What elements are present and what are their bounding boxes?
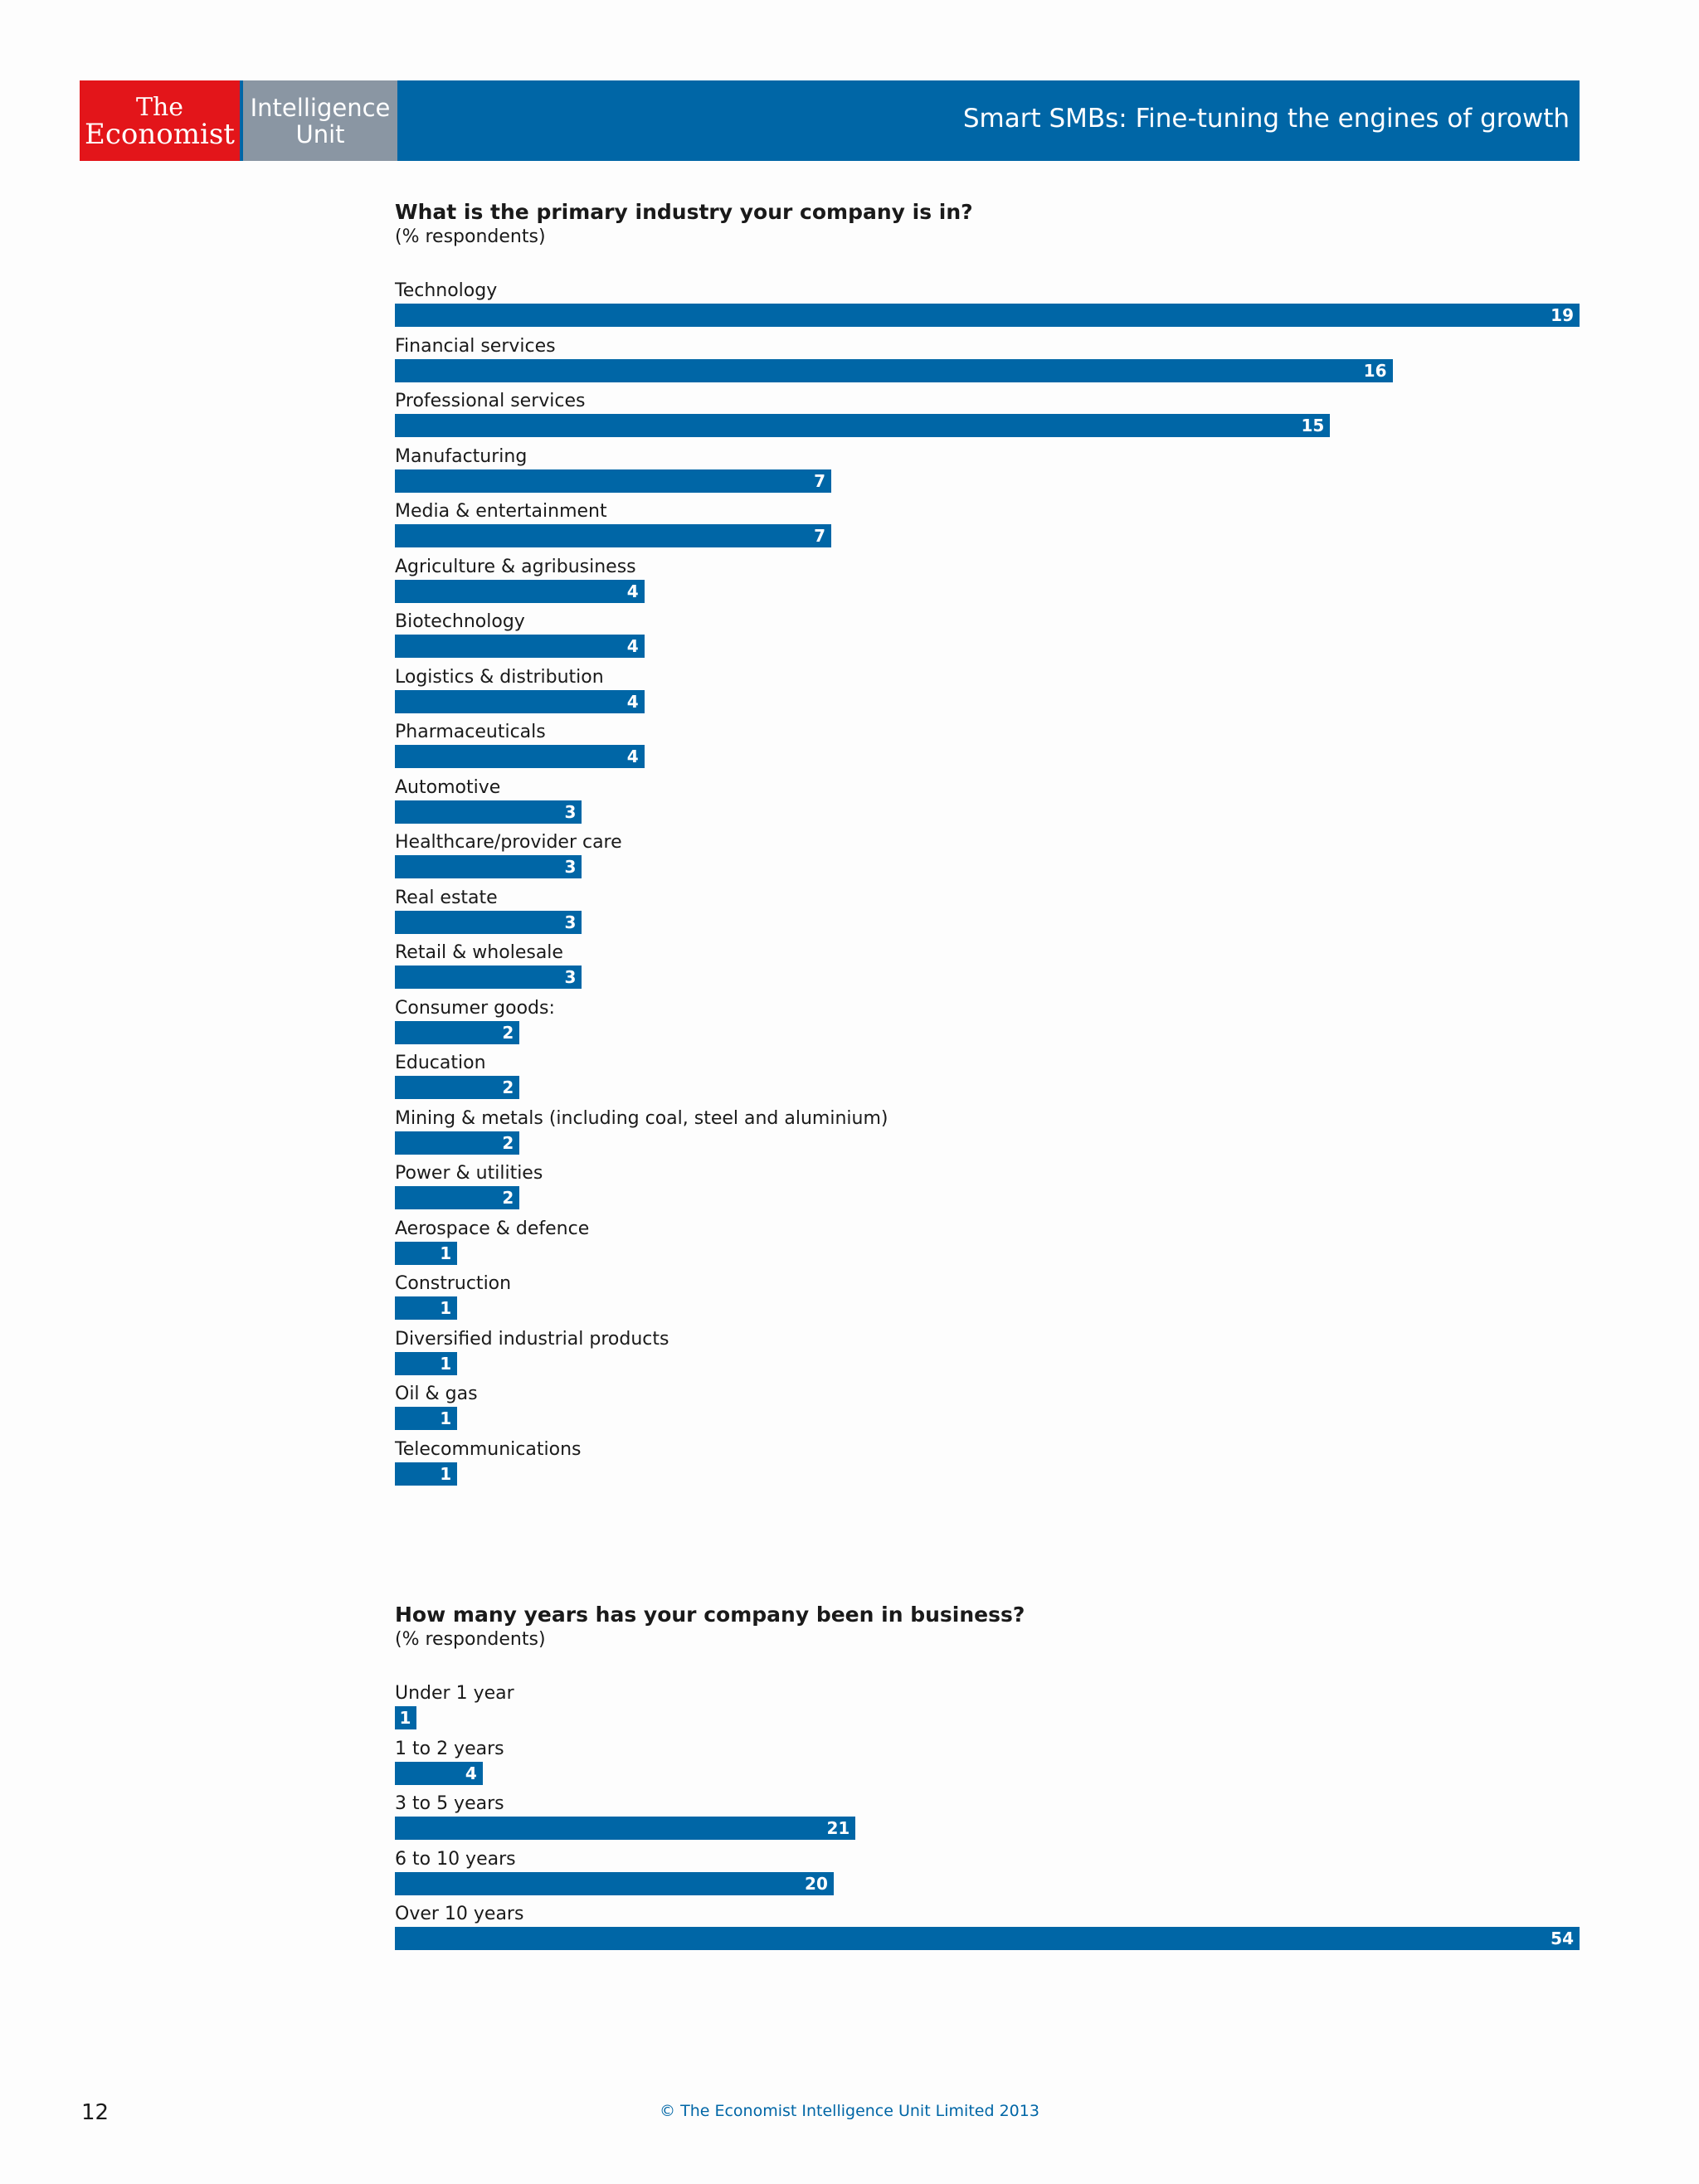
bar: 1	[395, 1407, 458, 1430]
category-label: Healthcare/provider care	[395, 832, 622, 853]
bar: 3	[395, 800, 582, 824]
bar: 16	[395, 358, 1393, 382]
bar: 3	[395, 910, 582, 934]
bar-value-label: 2	[502, 1132, 514, 1153]
bar-value-label: 2	[502, 1188, 514, 1208]
bar: 4	[395, 1761, 483, 1785]
bar: 1	[395, 1296, 458, 1320]
category-label: Under 1 year	[395, 1683, 514, 1704]
bar: 2	[395, 1020, 520, 1044]
report-header: The Economist Intelligence Unit Smart SM…	[80, 80, 1580, 161]
industry-chart: What is the primary industry your compan…	[395, 200, 1580, 1493]
bar-value-label: 2	[502, 1077, 514, 1097]
category-label: Automotive	[395, 776, 501, 798]
bar-value-label: 4	[626, 691, 639, 712]
bar: 21	[395, 1817, 856, 1840]
bar: 4	[395, 745, 645, 768]
bar-value-label: 3	[564, 801, 577, 822]
category-label: 6 to 10 years	[395, 1848, 516, 1870]
bar: 1	[395, 1706, 417, 1729]
bar-value-label: 7	[814, 526, 826, 546]
bar-value-label: 19	[1551, 305, 1574, 325]
category-label: 3 to 5 years	[395, 1793, 504, 1814]
bar-value-label: 1	[440, 1408, 452, 1428]
report-title: Smart SMBs: Fine-tuning the engines of g…	[962, 104, 1570, 134]
bar: 19	[395, 304, 1580, 327]
bar-value-label: 4	[465, 1763, 477, 1783]
category-label: Construction	[395, 1273, 512, 1294]
bar-value-label: 1	[399, 1708, 411, 1728]
economist-logo: The Economist	[80, 80, 240, 161]
category-label: Education	[395, 1053, 486, 1073]
category-label: Diversified industrial products	[395, 1328, 669, 1350]
bar-value-label: 4	[626, 636, 639, 656]
bar: 1	[395, 1241, 458, 1265]
chart-subtitle: (% respondents)	[395, 226, 546, 247]
bar-value-label: 1	[440, 1463, 452, 1484]
bar: 3	[395, 966, 582, 989]
bar-rows: Technology 19 Financial services 16 Professi…	[395, 280, 1580, 1493]
category-label: Mining & metals (including coal, steel a…	[395, 1107, 888, 1129]
bar: 7	[395, 524, 832, 547]
category-label: Power & utilities	[395, 1163, 543, 1184]
category-label: Professional services	[395, 391, 586, 411]
bar: 2	[395, 1186, 520, 1209]
category-label: Logistics & distribution	[395, 666, 604, 688]
chart-subtitle: (% respondents)	[395, 1629, 546, 1650]
bar-value-label: 3	[564, 967, 577, 987]
category-label: Retail & wholesale	[395, 942, 563, 963]
category-label: Media & entertainment	[395, 501, 607, 522]
bar: 15	[395, 414, 1331, 437]
bar-value-label: 4	[626, 747, 639, 766]
category-label: Aerospace & defence	[395, 1218, 590, 1239]
category-label: Agriculture & agribusiness	[395, 556, 636, 577]
chart-title: What is the primary industry your compan…	[395, 200, 973, 224]
bar-value-label: 1	[440, 1243, 452, 1263]
category-label: Real estate	[395, 887, 498, 908]
bar: 3	[395, 855, 582, 878]
bar: 7	[395, 469, 832, 493]
bar-value-label: 20	[805, 1873, 828, 1894]
bar: 2	[395, 1076, 520, 1099]
bar-value-label: 4	[626, 581, 639, 601]
category-label: Manufacturing	[395, 445, 528, 467]
bar: 1	[395, 1351, 458, 1375]
bar: 20	[395, 1871, 834, 1895]
bar-value-label: 16	[1363, 360, 1387, 381]
bar-value-label: 3	[564, 912, 577, 932]
intelligence-unit-logo: Intelligence Unit	[243, 80, 397, 161]
category-label: Oil & gas	[395, 1384, 478, 1404]
category-label: Financial services	[395, 335, 556, 357]
bar: 4	[395, 689, 645, 713]
bar-value-label: 21	[826, 1818, 850, 1838]
bar-value-label: 2	[502, 1022, 514, 1043]
years-in-business-chart: How many years has your company been in …	[395, 1603, 1580, 1958]
copyright-notice: © The Economist Intelligence Unit Limite…	[660, 2102, 1039, 2120]
bar-value-label: 1	[440, 1298, 452, 1318]
category-label: Technology	[395, 280, 498, 301]
bar: 2	[395, 1131, 520, 1155]
bar: 4	[395, 635, 645, 658]
category-label: Telecommunications	[395, 1438, 582, 1460]
bar: 4	[395, 579, 645, 603]
category-label: Biotechnology	[395, 611, 525, 632]
bar-value-label: 15	[1301, 416, 1325, 435]
bar-value-label: 7	[814, 470, 826, 491]
bar-value-label: 54	[1551, 1929, 1574, 1948]
bar-value-label: 1	[440, 1353, 452, 1374]
bar: 1	[395, 1462, 458, 1486]
bar: 54	[395, 1927, 1580, 1950]
page-number: 12	[81, 2100, 110, 2125]
category-label: Over 10 years	[395, 1904, 524, 1924]
category-label: Consumer goods:	[395, 997, 555, 1019]
category-label: Pharmaceuticals	[395, 722, 546, 742]
bar-rows: Under 1 year 1 1 to 2 years 4 3 to 5 years 21…	[395, 1682, 1580, 1958]
category-label: 1 to 2 years	[395, 1738, 504, 1759]
bar-value-label: 3	[564, 857, 577, 877]
chart-title: How many years has your company been in …	[395, 1603, 1025, 1627]
